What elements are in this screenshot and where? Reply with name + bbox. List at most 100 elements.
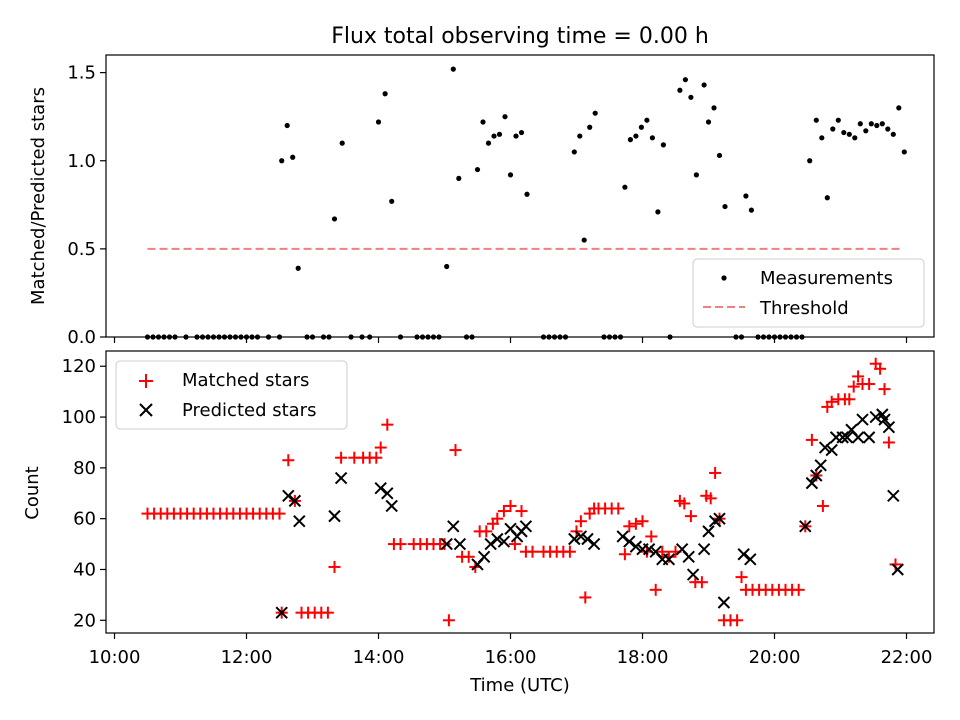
predicted-point xyxy=(275,606,288,619)
predicted-point xyxy=(682,550,695,563)
measurement-point xyxy=(444,263,450,270)
measurement-point xyxy=(592,110,598,116)
y-tick-label: 20 xyxy=(73,610,96,631)
measurement-point xyxy=(841,129,847,136)
measurement-point xyxy=(450,66,456,72)
matched-point xyxy=(656,545,669,558)
count-xlabel: Time (UTC) xyxy=(469,675,570,696)
predicted-point xyxy=(477,550,491,563)
matched-point xyxy=(508,538,521,551)
measurement-point xyxy=(688,94,694,100)
measurement-point xyxy=(331,216,338,222)
predicted-point xyxy=(869,410,882,424)
figure-title: Flux total observing time = 0.00 h xyxy=(331,24,709,49)
measurement-point xyxy=(748,207,755,213)
measurement-point xyxy=(375,119,382,125)
predicted-point xyxy=(293,515,306,528)
predicted-point xyxy=(737,548,750,561)
measurement-point xyxy=(716,152,723,159)
predicted-point xyxy=(282,489,295,503)
count-legend-box xyxy=(115,360,348,430)
count-axis-ticks: 10:00 12:00 14:00 16:00 18:00 20:00 22:00 20 40 6… xyxy=(62,356,933,668)
legend-matched-label: Matched stars xyxy=(182,370,309,391)
predicted-point xyxy=(825,443,838,457)
legend-predicted-label: Predicted stars xyxy=(182,400,316,421)
measurement-point xyxy=(491,133,497,139)
matched-point xyxy=(843,393,856,406)
measurement-point xyxy=(743,193,749,199)
measurement-point xyxy=(587,124,593,130)
matched-point xyxy=(792,583,805,596)
ratio-panel: Matched/Predicted stars 0.0 0.5 1.0 1.5 Mea… xyxy=(28,54,935,348)
y-tick-label: 0.5 xyxy=(67,239,96,260)
measurement-point xyxy=(846,131,852,137)
matched-point xyxy=(335,451,348,464)
y-tick-label: 100 xyxy=(62,407,96,428)
measurement-point xyxy=(693,172,700,178)
predicted-point xyxy=(629,540,643,553)
x-tick-label: 10:00 xyxy=(89,647,141,668)
matched-point xyxy=(526,545,539,558)
matched-point xyxy=(735,571,748,584)
matched-point xyxy=(370,451,383,464)
measurement-point xyxy=(518,129,525,136)
y-tick-label: 60 xyxy=(73,509,96,530)
predicted-point xyxy=(805,476,819,490)
measurement-point xyxy=(879,121,885,127)
predicted-point xyxy=(484,537,497,551)
legend-predicted-marker xyxy=(139,403,153,417)
legend-matched-marker xyxy=(139,374,153,388)
count-ylabel: Count xyxy=(22,466,43,519)
matched-point xyxy=(563,545,576,558)
matched-point xyxy=(645,530,658,543)
measurement-point xyxy=(290,154,296,160)
predicted-point xyxy=(328,509,341,523)
ratio-ylabel: Matched/Predicted stars xyxy=(28,87,49,305)
x-tick-label: 16:00 xyxy=(485,647,537,668)
matched-point xyxy=(629,517,642,530)
predicted-point xyxy=(810,469,823,482)
legend-measurements-label: Measurements xyxy=(760,268,893,289)
measurement-point xyxy=(284,122,290,129)
measurement-point xyxy=(901,149,907,155)
measurement-point xyxy=(711,105,717,111)
predicted-point xyxy=(581,532,594,546)
matched-point xyxy=(273,507,286,520)
predicted-point xyxy=(862,431,876,444)
measurement-point xyxy=(577,133,583,139)
matched-point xyxy=(636,515,649,528)
count-panel: Count Time (UTC) 10:00 12:00 14:00 16:00 18:… xyxy=(22,350,935,696)
predicted-point xyxy=(519,520,533,533)
x-tick-label: 18:00 xyxy=(617,647,669,668)
y-tick-label: 40 xyxy=(73,559,96,580)
predicted-point xyxy=(713,512,726,525)
matched-point xyxy=(816,499,829,512)
count-legend: Matched stars Predicted stars xyxy=(115,360,348,430)
measurement-point xyxy=(896,105,902,111)
measurement-point xyxy=(890,131,896,137)
predicted-point xyxy=(381,487,394,500)
measurement-point xyxy=(722,203,728,210)
measurement-point xyxy=(622,184,628,190)
matched-point xyxy=(574,515,587,528)
matched-point xyxy=(695,576,708,589)
predicted-point xyxy=(662,553,676,566)
measurement-point xyxy=(638,124,645,130)
predicted-point xyxy=(887,489,900,503)
matched-point xyxy=(709,466,722,479)
measurement-point xyxy=(655,209,661,215)
predicted-point xyxy=(818,441,832,454)
measurement-point xyxy=(863,128,869,134)
matched-point xyxy=(704,492,717,505)
predicted-point xyxy=(891,563,904,576)
predicted-point xyxy=(840,431,854,444)
predicted-point xyxy=(288,494,302,508)
matched-point xyxy=(863,378,876,391)
y-tick-label: 120 xyxy=(62,356,96,377)
measurement-point xyxy=(857,121,863,127)
legend-measurements-marker xyxy=(721,275,727,281)
predicted-point xyxy=(334,471,348,485)
predicted-point xyxy=(702,525,715,538)
x-tick-label: 22:00 xyxy=(881,647,933,668)
